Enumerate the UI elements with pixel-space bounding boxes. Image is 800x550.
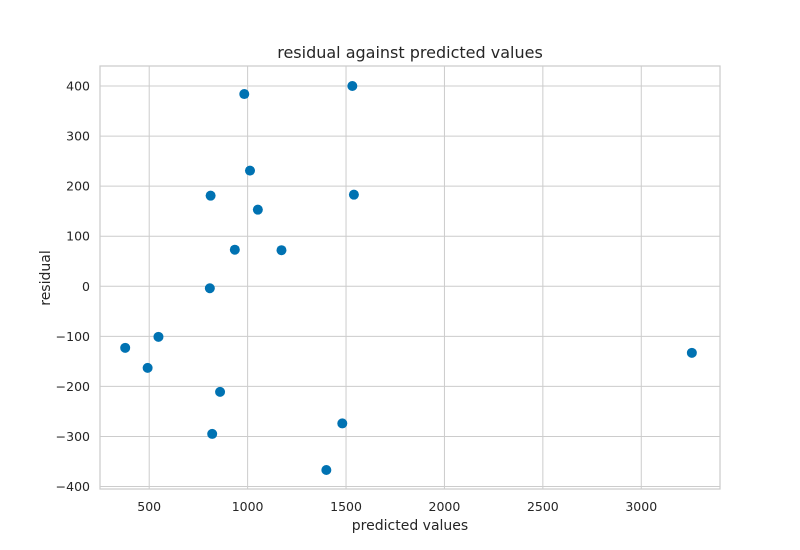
scatter-point bbox=[229, 244, 240, 255]
y-tick-label: −100 bbox=[56, 329, 90, 344]
grid-lines bbox=[100, 66, 720, 489]
scatter-point bbox=[153, 331, 164, 342]
scatter-point bbox=[686, 347, 697, 358]
x-tick-label: 2500 bbox=[527, 499, 559, 514]
scatter-point bbox=[215, 386, 226, 397]
scatter-point bbox=[142, 362, 153, 373]
x-tick-labels: 500 1000 1500 2000 2500 3000 bbox=[137, 499, 657, 514]
data-points bbox=[120, 81, 697, 475]
x-tick-label: 3000 bbox=[625, 499, 657, 514]
x-tick-label: 500 bbox=[137, 499, 161, 514]
scatter-point bbox=[204, 283, 215, 294]
scatter-point bbox=[348, 189, 359, 200]
y-tick-label: 300 bbox=[66, 129, 90, 144]
x-tick-label: 2000 bbox=[429, 499, 461, 514]
x-tick-label: 1500 bbox=[330, 499, 362, 514]
scatter-point bbox=[205, 190, 216, 201]
y-tick-label: −300 bbox=[56, 429, 90, 444]
y-axis-label: residual bbox=[38, 250, 54, 305]
y-tick-label: 400 bbox=[66, 79, 90, 94]
chart-title: residual against predicted values bbox=[277, 43, 543, 62]
scatter-point bbox=[276, 245, 287, 256]
y-tick-label: 0 bbox=[82, 279, 90, 294]
scatter-point bbox=[120, 342, 131, 353]
scatter-point bbox=[321, 464, 332, 475]
scatter-point bbox=[244, 165, 255, 176]
x-axis-label: predicted values bbox=[352, 518, 468, 534]
y-tick-label: 100 bbox=[66, 229, 90, 244]
scatter-point bbox=[337, 418, 348, 429]
scatter-point bbox=[252, 204, 263, 215]
scatter-point bbox=[347, 81, 358, 92]
y-tick-labels: −400 −300 −200 −100 0 100 200 300 400 bbox=[56, 79, 90, 494]
y-tick-label: −400 bbox=[56, 479, 90, 494]
x-tick-label: 1000 bbox=[232, 499, 264, 514]
scatter-point bbox=[239, 89, 250, 100]
plot-area bbox=[99, 65, 721, 490]
scatter-point bbox=[207, 428, 218, 439]
y-tick-label: −200 bbox=[56, 379, 90, 394]
y-tick-label: 200 bbox=[66, 179, 90, 194]
